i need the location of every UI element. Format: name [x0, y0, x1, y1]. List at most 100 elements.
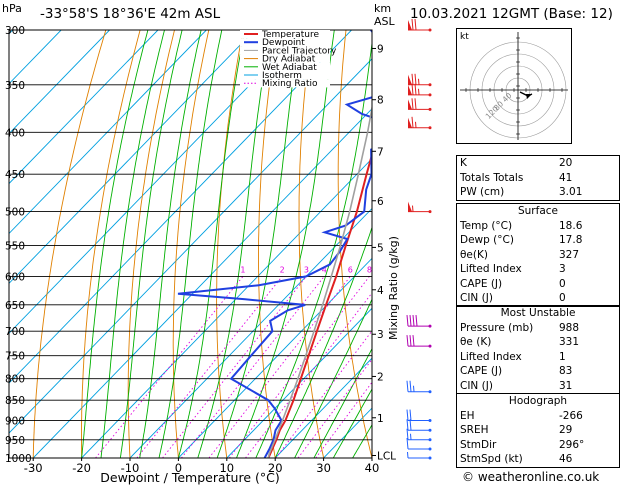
hodograph-label: StmSpd (kt) [460, 453, 523, 465]
index-row: K 20 [457, 156, 620, 171]
isotherm-line [9, 30, 159, 185]
hodograph-row: EH -266 [457, 409, 620, 424]
pressure-tick-label: 600 [5, 271, 25, 283]
most-unstable-value: 988 [559, 321, 580, 334]
pressure-tick-label: 400 [5, 127, 25, 139]
hodograph-value: 296° [559, 438, 585, 451]
most-unstable-value: 331 [559, 336, 580, 348]
x-tick-label: 10 [219, 461, 234, 475]
most-unstable-label: CAPE (J) [460, 365, 503, 377]
surface-row: CAPE (J) 0 [457, 277, 620, 292]
isotherm-line [274, 357, 372, 458]
temperature-series-line [267, 150, 372, 458]
most-unstable-row: CAPE (J) 83 [457, 364, 620, 379]
pressure-tick-label: 900 [5, 416, 25, 428]
indices-table: K 20 Totals Totals 41 PW (cm) 3.01 [456, 155, 620, 201]
most-unstable-label: θe (K) [460, 336, 492, 348]
mixing-ratio-tick-label: 6 [348, 265, 353, 274]
surface-row: CIN (J) 0 [457, 291, 620, 306]
most-unstable-value: 83 [559, 365, 573, 377]
mixing-ratio-tick-label: 8 [367, 265, 372, 274]
wind-barb [406, 315, 432, 328]
mixing-ratio-tick-label: 15 [408, 265, 418, 274]
index-label: K [460, 157, 467, 169]
legend-entry: Dry Adiabat [262, 55, 316, 65]
km-tick-label: 5 [377, 242, 384, 254]
wind-barb [406, 380, 432, 394]
isotherm-line [9, 30, 256, 285]
surface-value: 0 [559, 277, 566, 290]
wind-barb [406, 437, 432, 451]
hodograph-table: Hodograph EH -266 SREH 29 StmDir 296° StmSpd (… [456, 393, 620, 468]
hodograph-label: EH [460, 409, 475, 422]
dry-adiabat-line [298, 30, 325, 458]
mixing-ratio-line [95, 276, 244, 458]
storm-motion-arrow [526, 94, 532, 99]
wind-barb [406, 419, 432, 432]
wind-barb [406, 335, 432, 348]
most-unstable-label: Lifted Index [460, 350, 522, 363]
legend-entry: Mixing Ratio [262, 79, 318, 89]
dry-adiabat-line [216, 30, 244, 458]
mixing-ratio-line [162, 276, 307, 458]
km-tick-label: LCL [377, 451, 396, 463]
dry-adiabat-line [81, 30, 141, 458]
x-tick-label: -20 [72, 461, 91, 475]
legend-entry: Parcel Trajectory [262, 46, 337, 56]
surface-table: Surface Temp (°C) 18.6 Dewp (°C) 17.8 θe(K) 3… [456, 203, 620, 307]
km-tick-label: 2 [377, 371, 384, 383]
location-label: -33°58'S 18°36'E 42m ASL [40, 6, 221, 22]
isotherm-line [9, 30, 110, 135]
isotherm-line [129, 207, 372, 458]
surface-value: 0 [559, 292, 566, 304]
pressure-tick-label: 1000 [5, 453, 32, 465]
dry-adiabat-line [621, 30, 629, 458]
index-value: 3.01 [559, 186, 583, 198]
pressure-tick-label: 650 [5, 300, 25, 312]
mixing-ratio-tick-label: 25 [446, 265, 456, 274]
mixing-ratio-tick-label: 20 [429, 265, 439, 274]
isotherm-line [9, 30, 352, 384]
wet-adiabat-line [100, 30, 165, 458]
wind-barb [406, 409, 432, 423]
most-unstable-row: θe (K) 331 [457, 335, 620, 350]
most-unstable-row: Pressure (mb) 988 [457, 321, 620, 336]
copyright-label: © weatheronline.co.uk [462, 470, 600, 484]
surface-value: 17.8 [559, 234, 583, 246]
hodograph-label: SREH [460, 424, 489, 436]
most-unstable-row: Lifted Index 1 [457, 350, 620, 365]
mixing-ratio-line [136, 276, 283, 458]
km-tick-label: 8 [377, 95, 384, 107]
asl-label: ASL [374, 15, 395, 28]
wet-adiabat-line [177, 30, 246, 458]
pressure-tick-label: 750 [5, 351, 25, 363]
surface-title: Surface [517, 205, 558, 217]
pressure-tick-label: 500 [5, 207, 25, 219]
surface-label: θe(K) [460, 248, 488, 261]
isotherm-line [178, 257, 372, 458]
isotherm-line [32, 108, 372, 458]
surface-label: Lifted Index [460, 263, 522, 275]
mixing-ratio-axis-title: Mixing Ratio (g/kg) [387, 236, 400, 340]
wind-barb [408, 83, 432, 97]
wet-adiabat-line [197, 30, 272, 458]
hodograph-label: StmDir [460, 438, 497, 451]
plot-frame [8, 29, 373, 459]
wind-barb [406, 428, 432, 442]
index-row: Totals Totals 41 [457, 171, 620, 186]
km-tick-label: 7 [377, 146, 384, 158]
mixing-ratio-tick-label: 1 [240, 265, 245, 274]
x-tick-label: -30 [24, 461, 43, 475]
index-value: 20 [559, 157, 573, 169]
isotherm-line [9, 30, 207, 235]
most-unstable-table: Most Unstable Pressure (mb) 988 θe (K) 331 L… [456, 305, 620, 394]
km-tick-label: 1 [377, 413, 384, 425]
hodograph-row: SREH 29 [457, 423, 620, 438]
mixing-ratio-line [297, 358, 372, 458]
surface-value: 327 [559, 248, 580, 261]
wind-barb [407, 451, 432, 460]
x-axis-title: Dewpoint / Temperature (°C) [100, 470, 279, 485]
surface-value: 18.6 [559, 219, 583, 232]
surface-row: Temp (°C) 18.6 [457, 219, 620, 234]
